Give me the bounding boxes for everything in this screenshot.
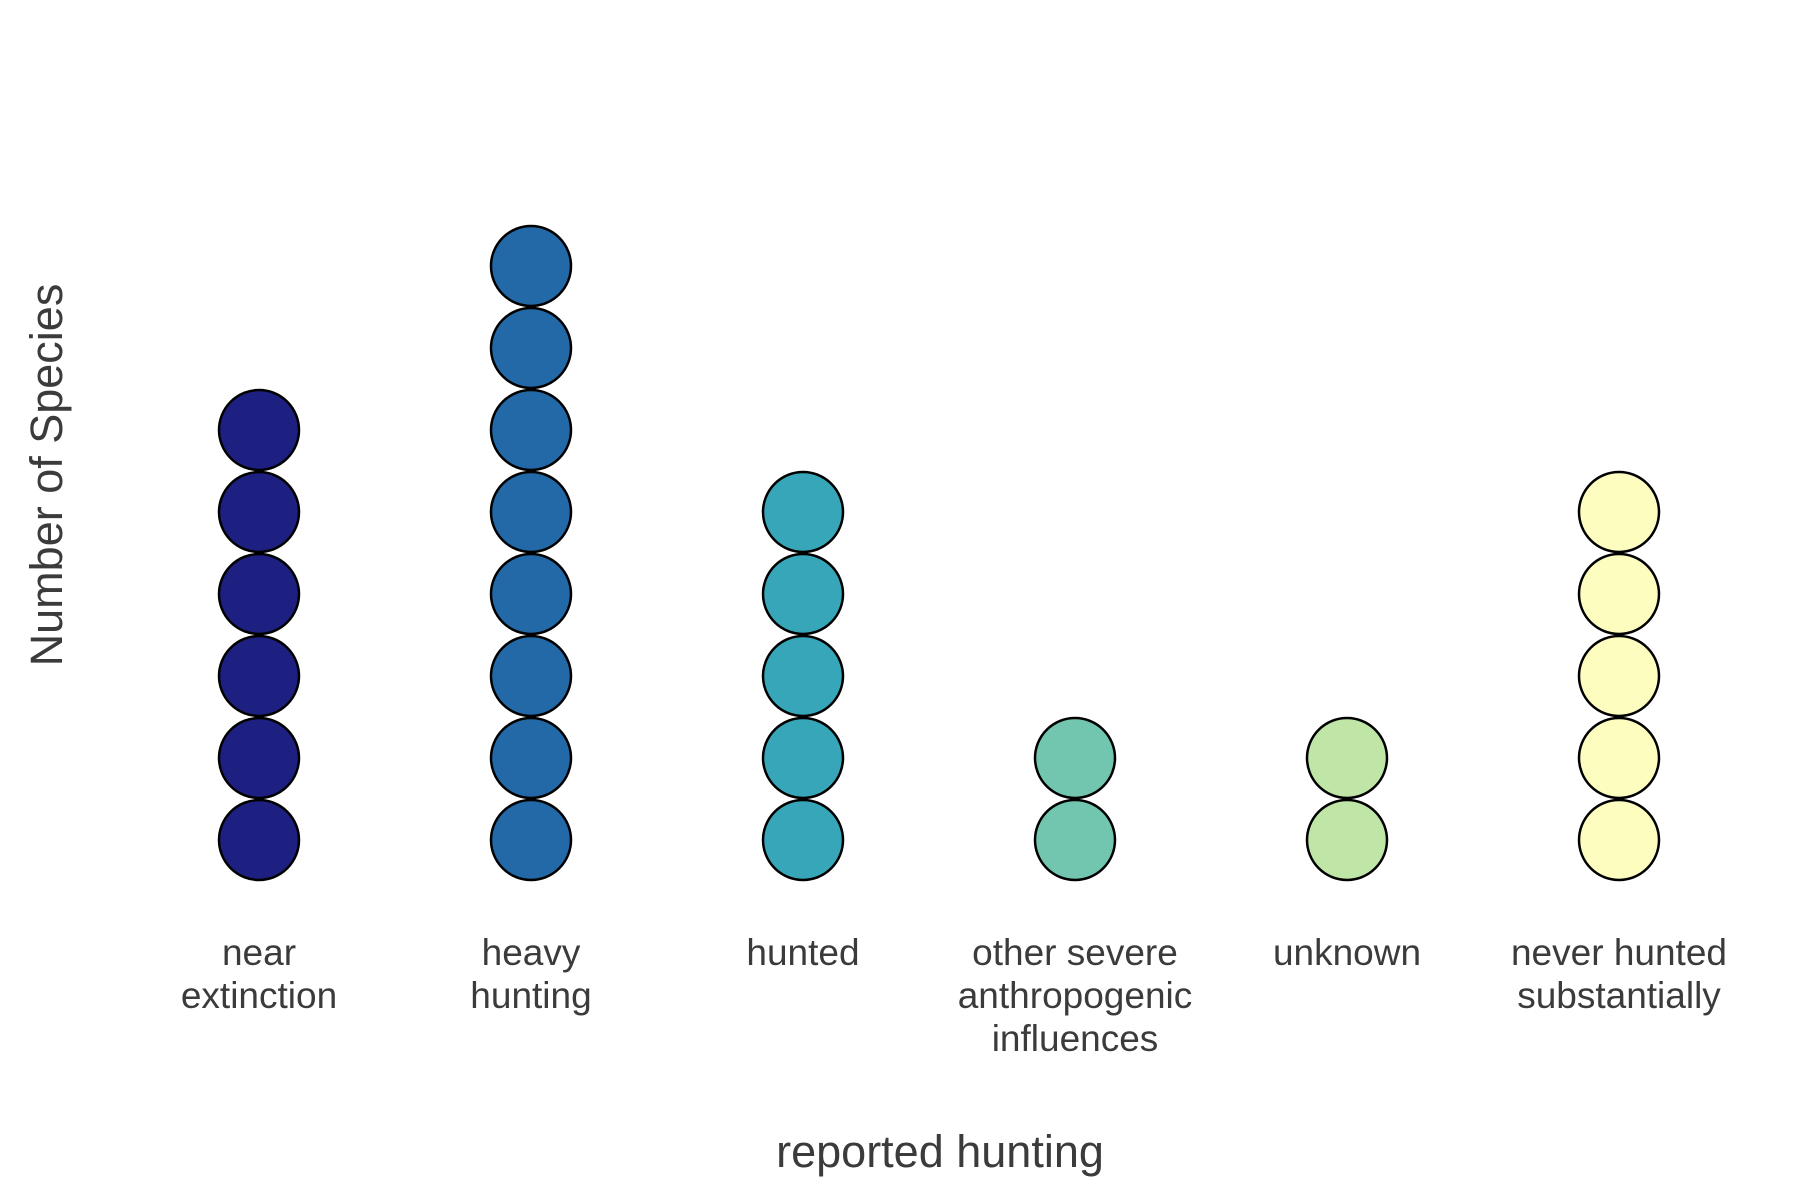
dot-mark xyxy=(489,306,573,390)
dot-mark xyxy=(1305,716,1389,800)
category-label-line: near xyxy=(222,932,296,973)
category-label-line: hunted xyxy=(746,932,859,973)
category-labels: near extinction heavy hunting hunted other se… xyxy=(181,932,1727,1059)
category-label-line: other severe xyxy=(972,932,1178,973)
dot-mark xyxy=(761,716,845,800)
dot-mark xyxy=(1577,552,1661,636)
category-label-line: substantially xyxy=(1517,975,1721,1016)
dot-mark xyxy=(217,388,301,472)
category-label-line: extinction xyxy=(181,975,337,1016)
dot-mark xyxy=(489,470,573,554)
category-label: unknown xyxy=(1273,932,1421,973)
category-label: hunted xyxy=(746,932,859,973)
category-label-line: influences xyxy=(992,1018,1159,1059)
dot-mark xyxy=(1577,470,1661,554)
dot-mark xyxy=(761,552,845,636)
dot-mark xyxy=(489,552,573,636)
dots-layer xyxy=(217,224,1661,882)
category-label: near extinction xyxy=(181,932,337,1016)
dot-mark xyxy=(489,388,573,472)
dot-mark xyxy=(217,634,301,718)
dot-mark xyxy=(1577,716,1661,800)
dot-mark xyxy=(1033,716,1117,800)
category-label-line: anthropogenic xyxy=(958,975,1193,1016)
dot-mark xyxy=(761,634,845,718)
dot-mark xyxy=(761,798,845,882)
dot-mark xyxy=(1033,798,1117,882)
dot-mark xyxy=(489,716,573,800)
y-axis-title: Number of Species xyxy=(21,284,72,667)
dot-mark xyxy=(1577,798,1661,882)
category-label-line: heavy xyxy=(482,932,581,973)
category-label: other severe anthropogenic influences xyxy=(958,932,1193,1059)
dot-mark xyxy=(1577,634,1661,718)
dot-mark xyxy=(489,224,573,308)
category-label: heavy hunting xyxy=(470,932,591,1016)
dot-mark xyxy=(217,798,301,882)
dot-mark xyxy=(761,470,845,554)
category-label: never hunted substantially xyxy=(1511,932,1727,1016)
dot-mark xyxy=(489,634,573,718)
category-label-line: hunting xyxy=(470,975,591,1016)
category-label-line: never hunted xyxy=(1511,932,1727,973)
x-axis-title: reported hunting xyxy=(776,1126,1104,1177)
dot-mark xyxy=(217,552,301,636)
dot-mark xyxy=(1305,798,1389,882)
dot-mark xyxy=(489,798,573,882)
dot-mark xyxy=(217,716,301,800)
category-label-line: unknown xyxy=(1273,932,1421,973)
dot-mark xyxy=(217,470,301,554)
